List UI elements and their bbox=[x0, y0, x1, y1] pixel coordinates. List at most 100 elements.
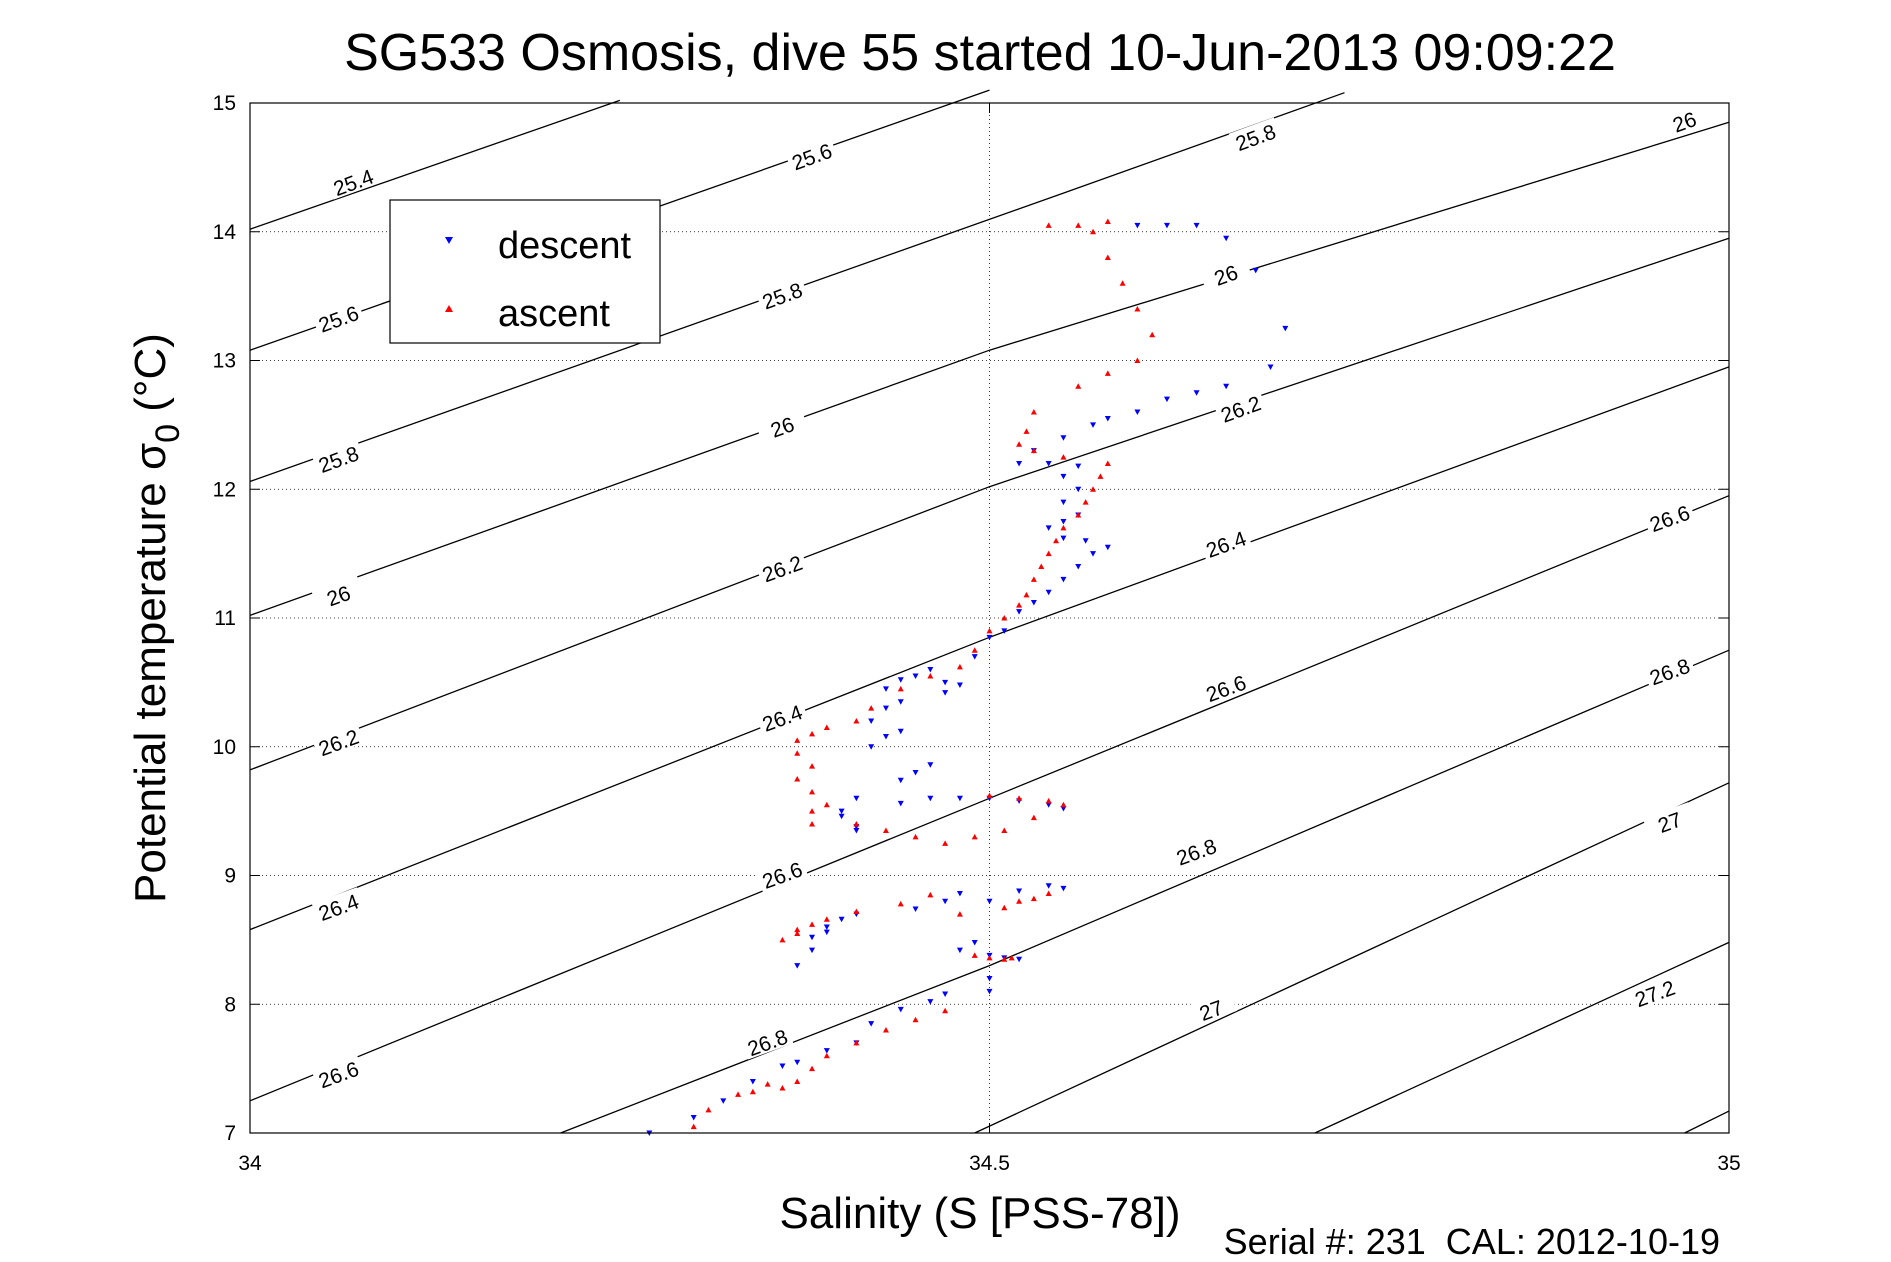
descent-point bbox=[942, 898, 949, 905]
ascent-point bbox=[1045, 890, 1052, 897]
descent-point bbox=[971, 939, 978, 946]
ascent-point bbox=[1001, 904, 1008, 911]
descent-point bbox=[956, 795, 963, 802]
ascent-point bbox=[882, 1027, 889, 1033]
descent-point bbox=[1016, 956, 1023, 963]
ascent-point bbox=[942, 840, 949, 846]
ascent-series bbox=[690, 218, 1156, 1130]
legend-ascent-label: ascent bbox=[498, 293, 610, 335]
descent-point bbox=[1060, 499, 1067, 506]
descent-point bbox=[1252, 267, 1259, 274]
contour-label-background bbox=[755, 407, 809, 445]
ascent-point bbox=[897, 685, 904, 692]
ascent-point bbox=[1053, 537, 1060, 544]
ascent-point bbox=[1030, 409, 1037, 415]
descent-point bbox=[809, 947, 816, 954]
descent-point bbox=[1075, 486, 1082, 493]
ascent-point bbox=[690, 1123, 697, 1130]
ascent-point bbox=[1016, 795, 1023, 801]
descent-point bbox=[942, 690, 949, 696]
ascent-point bbox=[809, 1065, 816, 1072]
ascent-point bbox=[794, 1078, 801, 1084]
ascent-point bbox=[912, 833, 919, 840]
ascent-point bbox=[1104, 218, 1111, 224]
contour-label-background bbox=[785, 136, 838, 174]
descent-point bbox=[1075, 564, 1082, 570]
ascent-point bbox=[956, 911, 963, 917]
descent-point bbox=[912, 770, 919, 776]
ascent-point bbox=[986, 954, 993, 961]
ascent-point bbox=[823, 1052, 830, 1059]
descent-point bbox=[868, 718, 875, 724]
descent-point bbox=[1193, 390, 1200, 396]
ascent-point bbox=[956, 663, 963, 670]
descent-point bbox=[927, 667, 934, 673]
ascent-point bbox=[1090, 228, 1097, 235]
descent-point bbox=[942, 991, 949, 997]
ascent-point bbox=[1134, 357, 1141, 363]
ascent-point bbox=[823, 801, 830, 808]
ascent-point bbox=[823, 916, 830, 922]
ascent-point bbox=[1030, 576, 1037, 582]
ascent-point bbox=[779, 936, 786, 943]
ascent-point bbox=[853, 1039, 860, 1046]
contour-labels: 25.425.625.8 2625.625.82625.82626.22626.2… bbox=[311, 101, 1711, 1093]
y-axis-label-unit: (°C) bbox=[126, 333, 175, 424]
density-contours bbox=[249, 89, 1730, 1134]
y-tick-label: 10 bbox=[213, 736, 236, 759]
ascent-point bbox=[779, 1084, 786, 1091]
descent-point bbox=[897, 677, 904, 683]
ascent-point bbox=[1104, 370, 1111, 376]
descent-point bbox=[1090, 551, 1097, 557]
contour-label-background bbox=[1169, 831, 1223, 869]
contour-label-background bbox=[755, 548, 809, 586]
descent-point bbox=[897, 728, 904, 735]
ascent-point bbox=[1001, 827, 1008, 833]
ascent-point bbox=[1045, 550, 1052, 557]
descent-point bbox=[823, 1048, 830, 1054]
descent-point bbox=[1134, 409, 1141, 415]
ascent-point bbox=[809, 730, 816, 737]
descent-point bbox=[986, 634, 993, 641]
contour-label-background bbox=[311, 722, 365, 760]
descent-point bbox=[986, 988, 993, 995]
ascent-point bbox=[971, 952, 978, 958]
descent-point bbox=[897, 777, 904, 784]
descent-point bbox=[823, 924, 830, 930]
descent-point bbox=[1060, 535, 1067, 542]
contour-label-background bbox=[1628, 973, 1681, 1011]
descent-point bbox=[853, 795, 860, 802]
ascent-point bbox=[868, 705, 875, 711]
ascent-point bbox=[1008, 954, 1015, 961]
descent-point bbox=[1090, 422, 1097, 428]
grid-lines bbox=[250, 103, 1729, 1133]
ascent-point bbox=[1030, 814, 1037, 821]
ascent-point bbox=[1149, 331, 1156, 338]
ascent-point bbox=[1023, 591, 1030, 598]
descent-point bbox=[1104, 415, 1111, 422]
descent-point bbox=[823, 929, 830, 936]
descent-point bbox=[1223, 235, 1230, 242]
descent-point bbox=[986, 898, 993, 905]
descent-point bbox=[749, 1079, 756, 1085]
legend-ascent-marker bbox=[445, 305, 453, 312]
descent-point bbox=[838, 808, 845, 815]
ascent-point bbox=[971, 833, 978, 840]
ascent-point bbox=[1060, 454, 1067, 460]
contour-label-background bbox=[311, 1054, 365, 1092]
ascent-point bbox=[882, 827, 889, 833]
descent-point bbox=[1001, 628, 1008, 634]
ascent-point bbox=[912, 1016, 919, 1023]
ascent-point bbox=[823, 724, 830, 730]
descent-point bbox=[882, 686, 889, 692]
descent-point bbox=[1223, 383, 1230, 390]
ascent-point bbox=[1023, 428, 1030, 434]
descent-point bbox=[1016, 609, 1023, 615]
contour-label-background bbox=[1184, 990, 1237, 1028]
ascent-point bbox=[1104, 460, 1111, 466]
descent-point bbox=[956, 891, 963, 897]
ascent-point bbox=[986, 627, 993, 634]
ascent-point bbox=[794, 750, 801, 756]
ascent-point bbox=[1016, 602, 1023, 608]
